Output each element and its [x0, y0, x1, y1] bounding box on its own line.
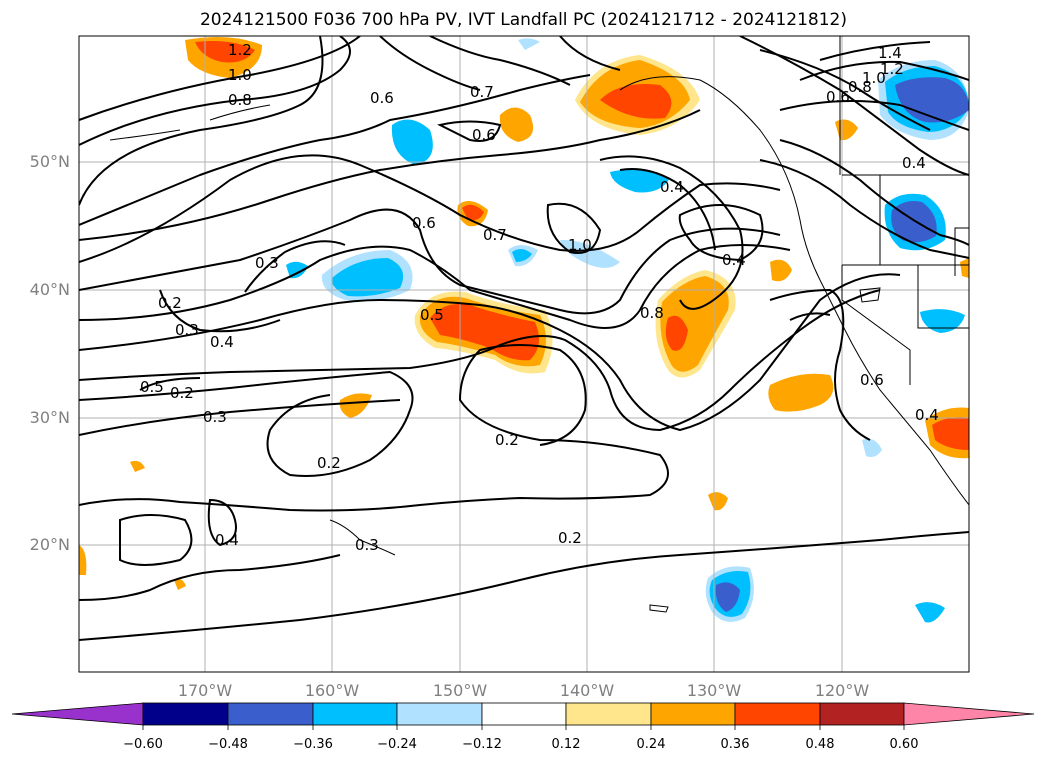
lat-label-50n: 50°N — [29, 152, 70, 171]
lat-label-20n: 20°N — [29, 535, 70, 554]
figure-title: 2024121500 F036 700 hPa PV, IVT Landfall… — [199, 10, 847, 30]
colorbar-tick-label: 0.24 — [636, 737, 666, 752]
contour-label: 0.3 — [255, 254, 279, 272]
colorbar-segment — [650, 702, 736, 726]
contour-label: 0.6 — [860, 371, 884, 389]
lon-label-120w: 120°W — [814, 681, 870, 700]
colorbar-extend-low — [11, 702, 144, 726]
lon-label-160w: 160°W — [304, 681, 360, 700]
contour-label: 1.0 — [862, 69, 886, 87]
contour-label-group: 1.2 1.0 0.8 0.6 0.7 0.6 1.4 1.2 1.0 0.8 … — [140, 41, 939, 554]
lat-label-30n: 30°N — [29, 408, 70, 427]
colorbar-segment — [481, 702, 567, 726]
contour-label: 1.4 — [878, 44, 902, 62]
contour-label: 1.2 — [880, 60, 904, 78]
contour-label: 0.7 — [470, 83, 494, 101]
contour-label: 0.3 — [175, 321, 199, 339]
colorbar-tick-label: −0.12 — [462, 737, 502, 752]
contour-label: 0.4 — [660, 178, 684, 196]
colorbar-extend-high — [903, 702, 1035, 726]
colorbar-segment — [142, 702, 229, 726]
lon-label-150w: 150°W — [432, 681, 488, 700]
colorbar-tick-label: 0.36 — [720, 737, 750, 752]
contour-label: 0.7 — [483, 226, 507, 244]
colorbar-tick-label: −0.60 — [123, 737, 163, 752]
colorbar-tick-label: −0.36 — [293, 737, 333, 752]
contour-label: 0.8 — [228, 91, 252, 109]
contour-label: 0.6 — [370, 89, 394, 107]
lat-label-40n: 40°N — [29, 280, 70, 299]
colorbar — [11, 702, 1035, 730]
pv-contours — [79, 36, 969, 641]
colorbar-segment — [227, 702, 314, 726]
contour-label: 0.4 — [915, 406, 939, 424]
colorbar-tick-label: −0.24 — [377, 737, 417, 752]
contour-label: 0.6 — [826, 88, 850, 106]
colorbar-segment — [565, 702, 652, 726]
contour-label: 1.0 — [228, 66, 252, 84]
contour-label: 0.4 — [902, 154, 926, 172]
map-frame — [78, 35, 970, 673]
contour-label: 0.5 — [420, 306, 444, 324]
contour-label: 0.3 — [203, 408, 227, 426]
colorbar-tick-label: 0.48 — [805, 737, 835, 752]
colorbar-segment — [312, 702, 398, 726]
contour-label: 0.2 — [558, 529, 582, 547]
shading-layer — [79, 36, 969, 623]
colorbar-segment — [734, 702, 821, 726]
lon-label-170w: 170°W — [177, 681, 233, 700]
contour-label: 0.4 — [210, 333, 234, 351]
contour-label: 0.3 — [355, 536, 379, 554]
contour-label: 0.2 — [317, 454, 341, 472]
coastlines — [109, 36, 969, 613]
colorbar-tick-label: 0.60 — [889, 737, 919, 752]
contour-label: 0.2 — [158, 294, 182, 312]
contour-label: 0.2 — [495, 431, 519, 449]
colorbar-tick-label: 0.12 — [551, 737, 581, 752]
contour-label: 1.0 — [568, 236, 592, 254]
contour-label: 0.6 — [472, 126, 496, 144]
contour-label: 0.8 — [848, 78, 872, 96]
colorbar-segment — [819, 702, 905, 726]
contour-label: 0.4 — [722, 251, 746, 269]
colorbar-segment — [396, 702, 483, 726]
contour-label: 0.2 — [170, 384, 194, 402]
contour-label: 0.6 — [412, 214, 436, 232]
contour-label: 0.4 — [215, 531, 239, 549]
contour-label: 0.5 — [140, 378, 164, 396]
colorbar-tick-label: −0.48 — [208, 737, 248, 752]
gridlines — [79, 36, 969, 672]
contour-label: 0.8 — [640, 304, 664, 322]
contour-label: 1.2 — [228, 41, 252, 59]
lon-label-130w: 130°W — [686, 681, 742, 700]
lon-label-140w: 140°W — [559, 681, 615, 700]
